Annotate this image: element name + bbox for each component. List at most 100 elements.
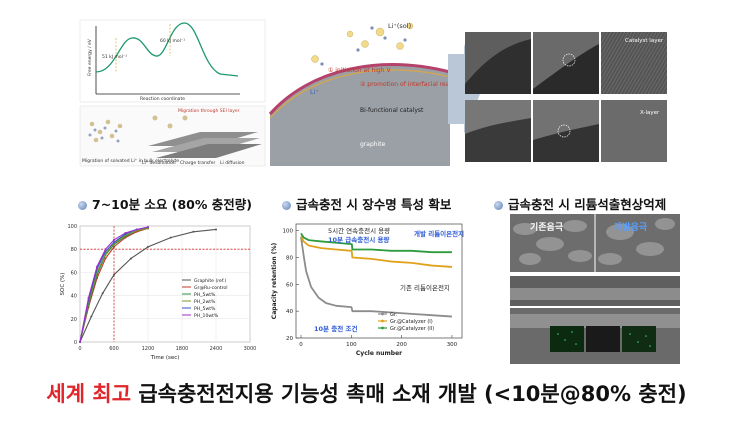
x-tick-label: 200 [396,342,407,348]
x-tick-label: 600 [109,346,119,352]
series-point [147,226,149,229]
legend-entry: Gr. [390,312,397,318]
energy-xlabel: Reaction coordinate [140,96,185,102]
x-layer-label: X-layer [640,110,660,116]
series-line [79,226,149,343]
bullet-icon [282,201,291,210]
series-point [130,257,132,260]
series-point [135,228,138,231]
annotation-continuous-charge: 5시간 연속충전시 용량 [328,226,390,235]
y-tick-label: 80 [286,256,293,262]
step-2-label: ② promotion of interfacial reactions [360,81,467,88]
sem-conventional-label: 기존음극 [530,221,564,233]
x-tick-label: 1200 [142,346,155,352]
annotation-conventional-battery: 기존 리튬이온전지 [400,283,450,292]
legend-entry: Gr@Ru-control [194,285,228,291]
legend-entry: PH_5wt% [194,306,216,312]
bullet-icon [78,201,87,210]
barrier-2-label: 60 kJ mol⁻¹ [160,38,185,44]
legend-marker [381,312,384,316]
section-3-heading: 급속충전 시 리튬석출현상억제 [494,194,666,213]
x-tick-label: 2400 [210,346,223,352]
y-tick-label: 40 [286,309,293,315]
series-point [104,257,107,260]
series-point [124,231,127,234]
graphite-label: graphite [360,141,386,148]
legend-marker [381,326,384,330]
x-axis-label: Cycle number [356,350,402,357]
mechanism-panel: Li⁺(sol) Li⁺ ① initiation at high V ② pr… [268,16,467,166]
section-1-heading: 7~10분 소요 (80% 충전량) [78,194,252,213]
solvated-label: Migration of solvated Li⁺ in bulk electr… [82,158,179,164]
catalyst-label: Bi-functional catalyst [360,107,424,114]
section-2-text: 급속충전 시 장수명 특성 확보 [296,197,452,212]
x-tick-label: 0 [78,346,81,352]
step-1-label: ① initiation at high V [328,67,391,74]
x-tick-label: 300 [447,342,458,348]
legend-marker [381,319,384,323]
series-point [90,315,93,318]
sem-developed-label: 개발음극 [614,221,648,233]
series-line [300,237,452,318]
y-tick-label: 80 [71,247,77,253]
legend-entry: Graphite (ref.) [194,278,227,284]
annotation-fast-charge: 10분 급속충전시 용량 [328,235,389,244]
legend-entry: PH_2wt% [194,299,216,305]
annotation-developed-battery: 개발 리튬이온전지 [414,229,464,238]
y-tick-label: 20 [286,336,293,342]
y-tick-label: 0 [74,340,77,346]
energy-ylabel: Free energy / eV [87,38,93,76]
series-point [113,238,115,241]
diffusion-label: Li diffusion [220,160,245,166]
x-tick-label: 100 [346,342,357,348]
plot-area [295,223,463,339]
legend-entry: Gr.@Catalyzer (I) [390,319,433,325]
y-tick-label: 20 [71,317,77,323]
bullet-icon [494,201,503,210]
section-1-text: 7~10분 소요 (80% 충전량) [92,197,252,212]
x-tick-label: 3000 [244,346,257,352]
series-line [79,227,149,343]
y-tick-label: 100 [283,229,294,235]
legend-entry: Gr.@Catalyzer (II) [390,326,434,332]
catalyst-layer-label: Catalyst layer [625,38,664,44]
legend-entry: PH_5wt% [194,292,216,298]
energy-panel: Free energy / eV Reaction coordinate 51 … [79,19,266,103]
series-point [192,230,195,233]
series-point [147,245,149,248]
headline: 세계 최고 급속충전전지용 기능성 촉매 소재 개발 (<10분@80% 충전) [0,378,733,408]
top-figure: Free energy / eV Reaction coordinate 51 … [79,16,667,167]
y-tick-label: 60 [71,270,77,276]
section-2-heading: 급속충전 시 장수명 특성 확보 [282,194,451,213]
barrier-1-label: 51 kJ mol⁻¹ [102,54,127,60]
headline-text: 급속충전전지용 기능성 촉매 소재 개발 (<10분@80% 충전) [131,382,687,406]
series-line [300,232,452,254]
y-tick-label: 100 [67,224,77,230]
series-point [113,245,115,248]
y-tick-label: 60 [286,282,293,288]
series-point [101,292,104,295]
series-point [169,236,172,239]
tem-panel: Catalyst layer X-layer [465,32,667,162]
x-tick-label: 1800 [176,346,189,352]
li-sol-label: Li⁺(sol) [388,22,411,30]
migration-panel: Migration through SEI layer Migration of… [79,105,266,167]
sei-label: Migration through SEI layer [178,108,240,114]
headline-highlight: 세계 최고 [46,382,132,406]
sem-panel: 기존음극 개발음극 [510,214,680,364]
legend-entry: PH_10wt% [194,313,219,319]
series-point [215,228,217,231]
x-axis-label: Time (sec) [150,355,180,361]
series-point [96,265,98,268]
series-point [87,296,90,299]
series-point [113,241,115,244]
desolvation-label: Li⁺ desolvation [142,160,176,166]
y-axis-label: Capacity retention (%) [271,243,278,320]
series-point [104,248,107,251]
y-axis-label: SOC (%) [60,273,66,296]
x-tick-label: 0 [299,342,303,348]
soc-chart: 0 20 40 60 80 100 0 600 1200 1800 2400 3000 Graphite… [60,224,257,361]
series-point [113,273,115,276]
series-point [79,341,81,343]
